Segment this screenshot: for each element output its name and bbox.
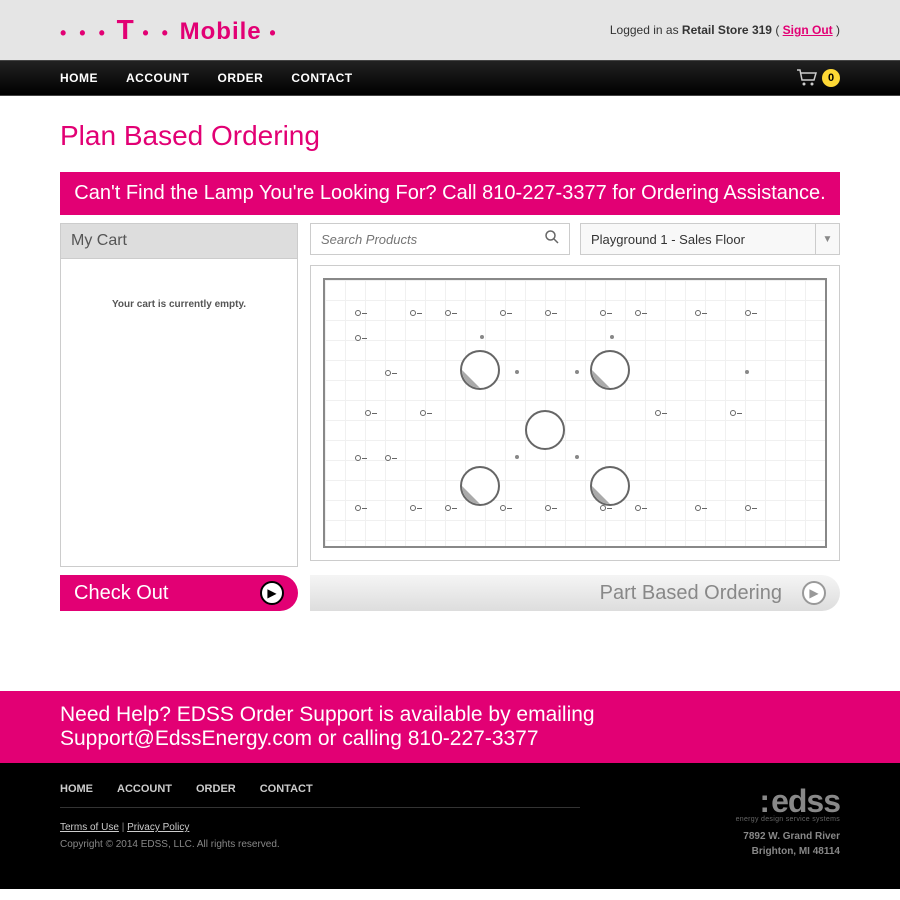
nav-home[interactable]: HOME: [60, 71, 98, 85]
dropdown-value: Playground 1 - Sales Floor: [591, 232, 745, 247]
fixture-small[interactable]: [600, 310, 606, 316]
fixture-small[interactable]: [695, 310, 701, 316]
help-banner: Can't Find the Lamp You're Looking For? …: [60, 172, 840, 215]
chevron-down-icon: ▼: [815, 224, 839, 254]
search-box[interactable]: [310, 223, 570, 255]
nav-account[interactable]: ACCOUNT: [126, 71, 190, 85]
footer-nav-home[interactable]: HOME: [60, 783, 93, 795]
fixture-small[interactable]: [745, 505, 751, 511]
fixture-small[interactable]: [445, 310, 451, 316]
fixture-small[interactable]: [385, 455, 391, 461]
fixture-small[interactable]: [445, 505, 451, 511]
footer: HOME ACCOUNT ORDER CONTACT Terms of Use …: [0, 763, 900, 889]
cart-header: My Cart: [60, 223, 298, 259]
cart-button[interactable]: 0: [796, 69, 840, 87]
fixture-large[interactable]: [460, 350, 500, 390]
nav-contact[interactable]: CONTACT: [291, 71, 352, 85]
fixture-small[interactable]: [420, 410, 426, 416]
fixture-small[interactable]: [410, 505, 416, 511]
edss-tagline: energy design service systems: [736, 816, 840, 823]
copyright-text: Copyright © 2014 EDSS, LLC. All rights r…: [60, 839, 580, 850]
fixture-small[interactable]: [545, 505, 551, 511]
location-dropdown[interactable]: Playground 1 - Sales Floor ▼: [580, 223, 840, 255]
cart-count-badge: 0: [822, 69, 840, 87]
footer-legal: Terms of Use | Privacy Policy Copyright …: [60, 822, 580, 850]
partorder-label: Part Based Ordering: [600, 582, 782, 605]
fixture-small[interactable]: [695, 505, 701, 511]
terms-link[interactable]: Terms of Use: [60, 822, 119, 833]
brand-logo: • • • T • • Mobile •: [60, 14, 280, 46]
fixture-small[interactable]: [635, 505, 641, 511]
nav-links: HOME ACCOUNT ORDER CONTACT: [60, 71, 353, 85]
nav-order[interactable]: ORDER: [218, 71, 264, 85]
part-ordering-button[interactable]: Part Based Ordering ▶: [310, 575, 840, 611]
fixture-large[interactable]: [525, 410, 565, 450]
fixture-small[interactable]: [745, 310, 751, 316]
fixture-small[interactable]: [635, 310, 641, 316]
arrow-right-icon: ▶: [802, 581, 826, 605]
footer-nav: HOME ACCOUNT ORDER CONTACT: [60, 783, 580, 795]
footer-help-banner: Need Help? EDSS Order Support is availab…: [0, 691, 900, 763]
fixture-dot[interactable]: [575, 455, 579, 459]
fixture-small[interactable]: [355, 455, 361, 461]
top-bar: • • • T • • Mobile • Logged in as Retail…: [0, 0, 900, 60]
fixture-small[interactable]: [355, 310, 361, 316]
fixture-small[interactable]: [365, 410, 371, 416]
cart-icon: [796, 69, 818, 87]
page-title: Plan Based Ordering: [60, 120, 840, 152]
fixture-dot[interactable]: [515, 455, 519, 459]
fixture-small[interactable]: [500, 505, 506, 511]
fixture-dot[interactable]: [610, 335, 614, 339]
fixture-small[interactable]: [385, 370, 391, 376]
login-info: Logged in as Retail Store 319 ( Sign Out…: [610, 23, 840, 37]
fixture-large[interactable]: [590, 350, 630, 390]
fixture-small[interactable]: [600, 505, 606, 511]
fixture-large[interactable]: [460, 466, 500, 506]
arrow-right-icon: ▶: [260, 581, 284, 605]
fixture-small[interactable]: [410, 310, 416, 316]
fixture-dot[interactable]: [575, 370, 579, 374]
checkout-button[interactable]: Check Out ▶: [60, 575, 298, 611]
search-icon: [545, 230, 559, 249]
fixture-dot[interactable]: [515, 370, 519, 374]
fixture-small[interactable]: [355, 335, 361, 341]
cart-empty-msg: Your cart is currently empty.: [112, 299, 246, 310]
footer-nav-contact[interactable]: CONTACT: [260, 783, 313, 795]
fixture-small[interactable]: [500, 310, 506, 316]
checkout-label: Check Out: [74, 582, 168, 605]
edss-logo: edss: [736, 783, 840, 820]
nav-bar: HOME ACCOUNT ORDER CONTACT 0: [0, 60, 900, 96]
store-name: Retail Store 319: [682, 23, 772, 37]
footer-nav-order[interactable]: ORDER: [196, 783, 236, 795]
fixture-small[interactable]: [545, 310, 551, 316]
login-prefix: Logged in as: [610, 23, 682, 37]
fixture-small[interactable]: [730, 410, 736, 416]
floor-plan[interactable]: [310, 265, 840, 561]
fixture-large[interactable]: [590, 466, 630, 506]
edss-address: 7892 W. Grand River Brighton, MI 48114: [736, 829, 840, 859]
fixture-dot[interactable]: [745, 370, 749, 374]
fixture-small[interactable]: [655, 410, 661, 416]
cart-body: Your cart is currently empty.: [60, 259, 298, 567]
privacy-link[interactable]: Privacy Policy: [127, 822, 189, 833]
fixture-small[interactable]: [355, 505, 361, 511]
footer-nav-account[interactable]: ACCOUNT: [117, 783, 172, 795]
search-input[interactable]: [321, 232, 559, 247]
signout-link[interactable]: Sign Out: [783, 23, 833, 37]
fixture-dot[interactable]: [480, 335, 484, 339]
